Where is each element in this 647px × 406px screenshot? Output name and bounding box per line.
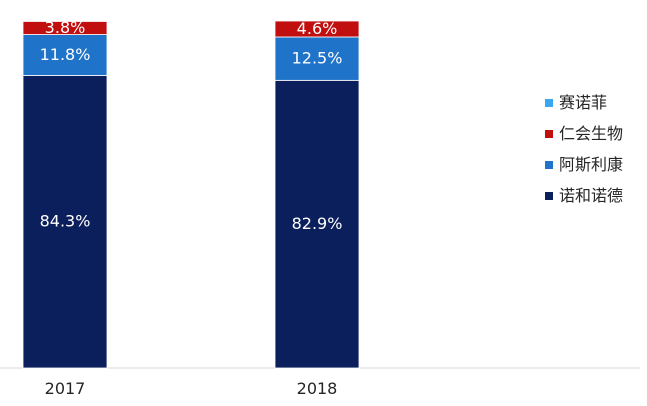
data-label-renhui-bio-2017: 3.8% (45, 18, 86, 37)
legend-swatch-sanofi (545, 99, 553, 107)
legend-item-astrazeneca: 阿斯利康 (545, 155, 643, 175)
data-label-astrazeneca-2017: 11.8% (40, 45, 91, 64)
legend-item-sanofi: 赛诺菲 (545, 93, 643, 113)
data-label-novo-nordisk-2018: 82.9% (292, 214, 343, 233)
bar-segment-astrazeneca-2017 (22, 34, 108, 76)
data-label-renhui-bio-2018: 4.6% (297, 19, 338, 38)
bar-segment-novo-nordisk-2018 (274, 79, 360, 369)
x-tick-label-2017: 2017 (45, 379, 86, 398)
x-tick-label-2018: 2018 (297, 379, 338, 398)
bar-segment-astrazeneca-2018 (274, 36, 360, 81)
legend-swatch-novo-nordisk (545, 192, 553, 200)
data-label-novo-nordisk-2017: 84.3% (40, 212, 91, 231)
legend-label-astrazeneca: 阿斯利康 (559, 155, 624, 174)
legend-label-sanofi: 赛诺菲 (559, 93, 608, 112)
data-label-astrazeneca-2018: 12.5% (292, 49, 343, 68)
bar-segment-novo-nordisk-2017 (22, 75, 108, 369)
legend-swatch-astrazeneca (545, 161, 553, 169)
chart-legend: 赛诺菲 仁会生物 阿斯利康 诺和诺德 (545, 93, 643, 217)
legend-item-renhui-bio: 仁会生物 (545, 124, 643, 144)
legend-label-renhui-bio: 仁会生物 (559, 124, 624, 143)
legend-item-novo-nordisk: 诺和诺德 (545, 186, 643, 206)
bar-segment-renhui-bio-2018 (274, 20, 360, 38)
legend-swatch-renhui-bio (545, 130, 553, 138)
legend-label-novo-nordisk: 诺和诺德 (559, 186, 624, 205)
